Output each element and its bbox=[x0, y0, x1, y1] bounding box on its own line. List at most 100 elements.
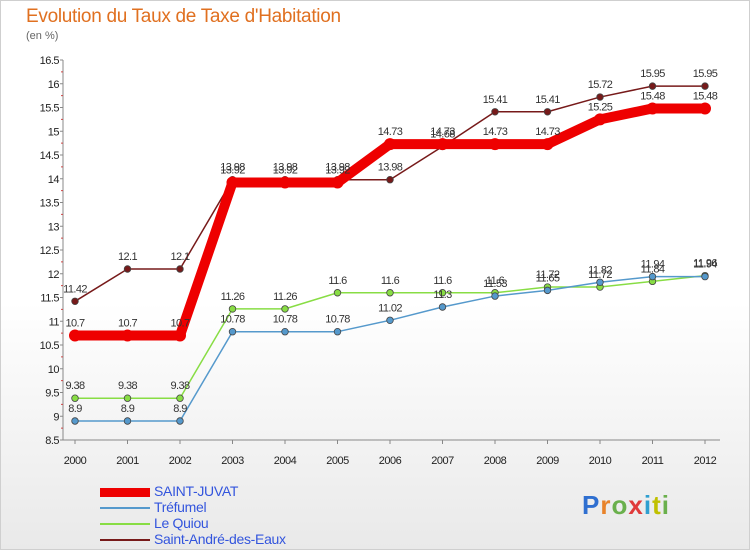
data-point bbox=[228, 328, 237, 336]
data-point bbox=[226, 176, 239, 189]
data-label: 11.26 bbox=[273, 291, 297, 303]
y-tick-label: 13.5 bbox=[40, 198, 60, 210]
data-label: 15.95 bbox=[693, 68, 718, 80]
logo-letter: t bbox=[652, 490, 662, 520]
data-label: 8.9 bbox=[121, 403, 135, 415]
data-point bbox=[121, 329, 134, 342]
data-label: 10.78 bbox=[220, 314, 245, 326]
data-point bbox=[594, 113, 606, 126]
data-label: 10.78 bbox=[325, 314, 350, 326]
y-tick-label: 16.5 bbox=[40, 55, 60, 67]
data-label: 11.72 bbox=[588, 269, 612, 281]
data-label: 14.68 bbox=[430, 128, 455, 140]
data-label: 11.82 bbox=[588, 264, 612, 276]
data-point bbox=[596, 93, 604, 101]
data-label: 15.72 bbox=[588, 79, 613, 91]
data-point bbox=[71, 417, 79, 425]
data-point bbox=[386, 175, 394, 184]
data-point bbox=[279, 176, 291, 189]
y-tick-label: 10 bbox=[48, 364, 60, 376]
x-tick-label: 2004 bbox=[274, 455, 297, 467]
data-point bbox=[71, 297, 79, 305]
x-tick-label: 2009 bbox=[536, 455, 559, 467]
data-point bbox=[646, 102, 659, 115]
chart-title: Evolution du Taux de Taxe d'Habitation bbox=[26, 6, 341, 27]
y-tick-label: 9 bbox=[53, 411, 59, 423]
x-tick-label: 2005 bbox=[326, 455, 349, 467]
data-label: 11.26 bbox=[221, 291, 245, 303]
data-point bbox=[123, 394, 132, 402]
data-label: 10.7 bbox=[170, 318, 189, 330]
data-point bbox=[333, 289, 342, 297]
legend-swatch bbox=[100, 507, 150, 509]
y-tick-label: 16 bbox=[48, 79, 60, 91]
data-label: 11.02 bbox=[378, 302, 402, 314]
x-tick-label: 2002 bbox=[169, 455, 192, 467]
data-point bbox=[648, 82, 657, 90]
y-tick-label: 11 bbox=[49, 316, 60, 328]
legend-label: Le Quiou bbox=[154, 515, 209, 531]
data-label: 13.98 bbox=[273, 162, 298, 174]
logo-letter: x bbox=[628, 490, 644, 520]
y-tick-label: 15 bbox=[48, 126, 60, 138]
logo-letter: r bbox=[600, 490, 612, 520]
y-tick-label: 12 bbox=[48, 269, 60, 281]
y-tick-label: 15.5 bbox=[40, 103, 60, 115]
logo-letter: P bbox=[582, 490, 601, 520]
data-label: 10.78 bbox=[273, 314, 298, 326]
x-tick-label: 2010 bbox=[589, 455, 612, 467]
data-point bbox=[438, 289, 447, 297]
x-tick-label: 2006 bbox=[379, 455, 402, 467]
y-tick-label: 14.5 bbox=[40, 150, 60, 162]
data-label: 13.92 bbox=[220, 165, 245, 177]
chart-unit-label: (en %) bbox=[26, 30, 59, 42]
data-label: 14.73 bbox=[483, 126, 508, 138]
data-point bbox=[69, 329, 81, 342]
data-point bbox=[281, 328, 289, 336]
logo-letter: i bbox=[643, 490, 653, 520]
legend-label: SAINT-JUVAT bbox=[154, 483, 239, 499]
data-label: 8.9 bbox=[68, 403, 82, 415]
y-tick-label: 13 bbox=[48, 221, 60, 233]
data-point bbox=[228, 305, 237, 313]
legend-swatch bbox=[100, 539, 150, 541]
data-point bbox=[489, 138, 501, 151]
data-label: 12.1 bbox=[170, 251, 189, 263]
data-label: 15.48 bbox=[640, 90, 665, 102]
data-label: 11.6 bbox=[433, 275, 452, 287]
data-label: 13.98 bbox=[378, 162, 403, 174]
data-label: 15.25 bbox=[588, 101, 613, 113]
data-label: 11.6 bbox=[381, 275, 400, 287]
y-tick-label: 14 bbox=[48, 174, 60, 186]
data-point bbox=[331, 176, 344, 189]
data-label: 13.92 bbox=[325, 165, 350, 177]
data-point bbox=[123, 265, 132, 273]
data-point bbox=[596, 278, 604, 286]
data-point bbox=[71, 394, 79, 402]
data-point bbox=[701, 82, 709, 90]
data-point bbox=[176, 394, 184, 402]
data-label: 10.7 bbox=[118, 318, 137, 330]
legend-swatch bbox=[100, 523, 150, 525]
x-tick-label: 2011 bbox=[642, 455, 664, 467]
data-point bbox=[491, 292, 499, 300]
y-tick-label: 10.5 bbox=[40, 340, 60, 352]
y-tick-label: 11.5 bbox=[40, 293, 59, 305]
data-label: 11.96 bbox=[693, 258, 717, 270]
data-label: 11.53 bbox=[483, 278, 507, 290]
proxiti-logo: Proxiti bbox=[582, 490, 670, 521]
y-tick-label: 8.5 bbox=[45, 435, 59, 447]
data-point bbox=[386, 316, 394, 324]
data-label: 10.7 bbox=[65, 318, 84, 330]
data-point bbox=[123, 417, 132, 425]
data-point bbox=[384, 138, 396, 151]
y-tick-label: 12.5 bbox=[40, 245, 60, 257]
data-point bbox=[543, 286, 552, 295]
data-label: 11.3 bbox=[433, 289, 452, 301]
data-point bbox=[648, 272, 657, 281]
data-label: 11.65 bbox=[536, 272, 560, 284]
data-label: 8.9 bbox=[173, 403, 187, 415]
data-label: 15.41 bbox=[483, 94, 508, 106]
data-point bbox=[176, 265, 184, 273]
data-point bbox=[386, 289, 394, 297]
